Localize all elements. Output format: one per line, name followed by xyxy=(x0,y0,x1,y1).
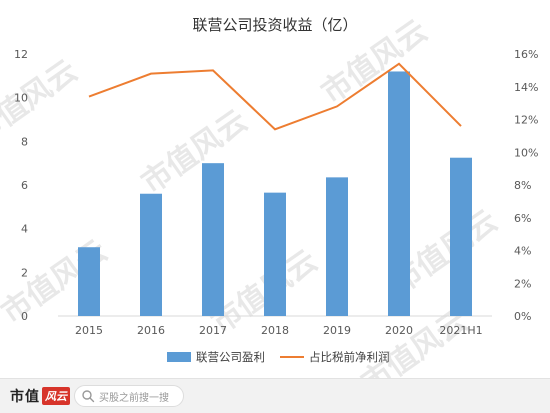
axes-layer: 0 2 4 6 8 10 12 0% 2% 4% 6% 8% 10% 12% 14% 16% 2015 2016 2… xyxy=(14,48,538,337)
right-axis-tick-label: 12% xyxy=(514,114,538,127)
brand-name: 市值 xyxy=(10,389,40,405)
left-axis-tick-label: 6 xyxy=(21,179,28,192)
bar xyxy=(264,192,286,316)
x-axis-tick-label: 2019 xyxy=(323,324,351,337)
search-box[interactable]: 买股之前搜一搜 xyxy=(74,385,184,407)
right-axis-tick-label: 6% xyxy=(514,212,531,225)
legend: 联营公司盈利 占比税前净利润 xyxy=(167,350,390,364)
left-axis-tick-label: 10 xyxy=(14,92,28,105)
search-placeholder: 买股之前搜一搜 xyxy=(99,392,169,404)
right-axis-tick-label: 14% xyxy=(514,81,538,94)
x-axis-tick-label: 2015 xyxy=(75,324,103,337)
left-axis-tick-label: 2 xyxy=(21,266,28,279)
bar xyxy=(140,193,162,316)
chart-title: 联营公司投资收益（亿） xyxy=(192,16,357,34)
right-axis-tick-label: 0% xyxy=(514,310,531,323)
bar xyxy=(450,157,472,316)
footer-bar: 市值 风云 买股之前搜一搜 xyxy=(0,378,550,413)
legend-swatch-bar xyxy=(167,352,191,362)
chart: 联营公司投资收益（亿） 市值风云市值风云市值风云市值风云市值风云市值风云市值风云… xyxy=(0,13,539,364)
x-axis-tick-label: 2021H1 xyxy=(439,324,482,337)
chart-card: 联营公司投资收益（亿） 市值风云市值风云市值风云市值风云市值风云市值风云市值风云… xyxy=(0,0,550,378)
legend-label-line: 占比税前净利润 xyxy=(309,350,390,364)
line-layer xyxy=(88,62,462,131)
search-icon xyxy=(82,390,95,403)
bar xyxy=(326,177,348,316)
x-axis-tick-label: 2018 xyxy=(261,324,289,337)
x-axis-tick-label: 2016 xyxy=(137,324,165,337)
right-axis-tick-label: 4% xyxy=(514,245,531,258)
brand-logo: 市值 风云 xyxy=(10,386,70,406)
right-axis-tick-label: 2% xyxy=(514,277,531,290)
bar xyxy=(388,71,410,316)
x-axis-tick-label: 2017 xyxy=(199,324,227,337)
left-axis-tick-label: 4 xyxy=(21,223,28,236)
bars-layer xyxy=(78,71,472,316)
watermark-text: 市值风云 xyxy=(0,53,84,150)
bar xyxy=(78,247,100,316)
left-axis-tick-label: 12 xyxy=(14,48,28,61)
brand-badge: 风云 xyxy=(42,387,70,405)
left-axis-tick-label: 8 xyxy=(21,135,28,148)
right-axis-tick-label: 8% xyxy=(514,179,531,192)
legend-label-bar: 联营公司盈利 xyxy=(196,350,265,364)
x-axis-tick-label: 2020 xyxy=(385,324,413,337)
right-axis-tick-label: 16% xyxy=(514,48,538,61)
bar xyxy=(202,163,224,316)
watermark-text: 市值风云 xyxy=(135,103,253,200)
left-axis-tick-label: 0 xyxy=(21,310,28,323)
right-axis-tick-label: 10% xyxy=(514,146,538,159)
